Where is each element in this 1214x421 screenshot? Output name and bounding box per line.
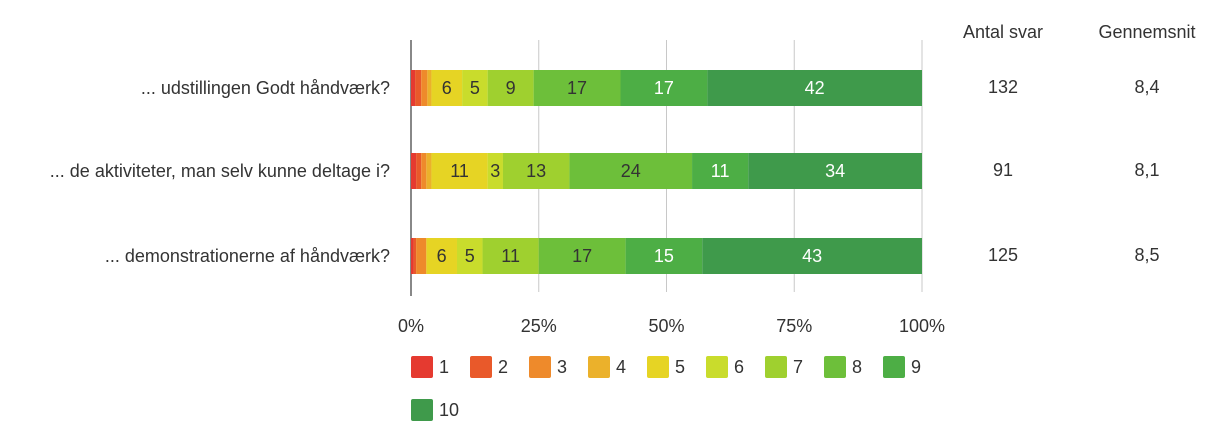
legend-label: 7 [793, 357, 803, 377]
data-label: 11 [501, 246, 520, 266]
legend-swatch [765, 356, 787, 378]
column-header: Gennemsnit [1098, 22, 1195, 42]
legend-label: 10 [439, 400, 459, 420]
bar-segment [416, 153, 422, 189]
data-label: 43 [802, 246, 822, 266]
x-tick-label: 0% [398, 316, 424, 336]
legend-swatch [706, 356, 728, 378]
bar-segment [625, 238, 703, 274]
data-label: 6 [442, 78, 452, 98]
legend-label: 1 [439, 357, 449, 377]
legend-label: 6 [734, 357, 744, 377]
data-label: 42 [805, 78, 825, 98]
category-label: ... udstillingen Godt håndværk? [140, 78, 390, 98]
data-label: 6 [437, 246, 447, 266]
bar-segment [482, 238, 539, 274]
legend-swatch [883, 356, 905, 378]
legend-label: 2 [498, 357, 508, 377]
column-value: 125 [988, 245, 1018, 265]
bar-segment [487, 153, 503, 189]
legend-swatch [529, 356, 551, 378]
data-label: 24 [621, 161, 641, 181]
legend-label: 3 [557, 357, 567, 377]
bar-segment [707, 70, 922, 106]
x-tick-label: 100% [899, 316, 945, 336]
legend-swatch [588, 356, 610, 378]
data-label: 13 [526, 161, 546, 181]
bar-segment [427, 70, 432, 106]
data-label: 11 [711, 161, 730, 181]
bar-segment [702, 238, 922, 274]
legend-label: 4 [616, 357, 626, 377]
bar-segment [421, 153, 427, 189]
data-label: 17 [572, 246, 592, 266]
column-value: 8,1 [1134, 160, 1159, 180]
bar-segment [416, 238, 427, 274]
category-label: ... de aktiviteter, man selv kunne delta… [49, 161, 390, 181]
bar-segment [620, 70, 708, 106]
bar-segment [426, 238, 457, 274]
column-value: 91 [993, 160, 1013, 180]
bar-segment [538, 238, 626, 274]
column-value: 132 [988, 77, 1018, 97]
data-label: 3 [490, 161, 500, 181]
legend-label: 8 [852, 357, 862, 377]
data-label: 17 [567, 78, 587, 98]
legend-swatch [411, 356, 433, 378]
bar-segment [413, 238, 417, 274]
column-value: 8,5 [1134, 245, 1159, 265]
bar-segment [487, 70, 534, 106]
bar-segment [411, 238, 414, 274]
legend-swatch [647, 356, 669, 378]
category-label: ... demonstrationerne af håndværk? [104, 246, 390, 266]
data-label: 17 [654, 78, 674, 98]
bar-segment [415, 70, 422, 106]
column-header: Antal svar [963, 22, 1043, 42]
legend-swatch [470, 356, 492, 378]
bar-segment [502, 153, 570, 189]
bar-segment [431, 153, 488, 189]
bar-segment [431, 70, 463, 106]
x-tick-label: 75% [776, 316, 812, 336]
bar-segment [421, 70, 428, 106]
bar-segment [426, 153, 432, 189]
data-label: 5 [470, 78, 480, 98]
bar-segment [748, 153, 922, 189]
data-label: 15 [654, 246, 674, 266]
data-label: 9 [506, 78, 516, 98]
bar-segment [456, 238, 483, 274]
data-label: 11 [450, 161, 469, 181]
bar-segment [462, 70, 488, 106]
x-tick-label: 25% [521, 316, 557, 336]
legend-label: 5 [675, 357, 685, 377]
bar-segment [411, 70, 416, 106]
bar-segment [411, 153, 417, 189]
bar-segment [533, 70, 621, 106]
legend-swatch [411, 399, 433, 421]
bar-segment [692, 153, 749, 189]
data-label: 34 [825, 161, 845, 181]
bar-segment [569, 153, 693, 189]
data-label: 5 [465, 246, 475, 266]
legend-swatch [824, 356, 846, 378]
x-tick-label: 50% [648, 316, 684, 336]
column-value: 8,4 [1134, 77, 1159, 97]
legend-label: 9 [911, 357, 921, 377]
